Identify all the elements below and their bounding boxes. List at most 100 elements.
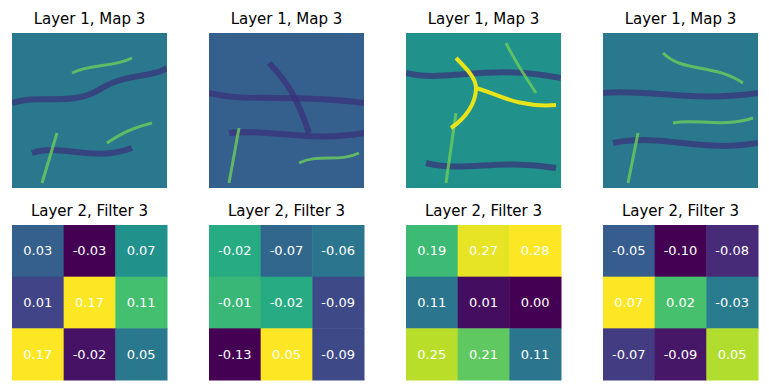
heatmap-cell [458,277,510,329]
cell-label: 0.03 [23,243,52,258]
map-light-texture [72,58,132,73]
heatmap-cell [655,225,707,277]
map-dark-texture [603,92,758,97]
map-light-texture [107,123,152,143]
cell-label: -0.08 [715,243,749,258]
cell-label: 0.21 [469,347,498,362]
map-dark-texture [426,163,556,168]
heatmap-cell [115,277,167,329]
map-dark-texture [269,63,309,133]
cell-label: 0.28 [521,243,550,258]
heatmap-cell [12,225,64,277]
cell-label: -0.07 [612,347,646,362]
cell-label: 0.17 [75,295,104,310]
heatmap-cell [261,225,313,277]
heatmap-cell [312,225,364,277]
heatmap-cell [12,328,64,380]
feature-map [603,33,758,188]
map-dark-texture [406,72,561,78]
map-light-texture [506,43,536,93]
filter-panel: Layer 2, Filter 3-0.05-0.10-0.080.070.02… [603,202,759,381]
filter-panel: Layer 2, Filter 30.03-0.030.070.010.170.… [12,202,168,381]
heatmap-cell [64,328,116,380]
heatmap-cell [115,328,167,380]
heatmap-cell [209,328,261,380]
heatmap-cell [706,328,758,380]
figure: Layer 1, Map 3 Layer 1, Map 3 Layer 1, Map… [0,0,769,392]
cell-label: -0.07 [270,243,304,258]
map-bright-texture [476,88,556,105]
cell-label: -0.09 [321,295,355,310]
heatmap-cell [458,328,510,380]
map-background [12,33,167,188]
map-dark-texture [209,93,364,103]
map-dark-texture [32,148,132,154]
panel-title: Layer 2, Filter 3 [31,202,148,220]
map-light-texture [628,133,638,183]
cell-label: 0.00 [521,295,550,310]
map-light-texture [663,53,743,83]
cell-label: -0.03 [73,243,107,258]
panel-title: Layer 2, Filter 3 [622,202,739,220]
panel-title: Layer 2, Filter 3 [425,202,542,220]
heatmap-cell [509,328,561,380]
map-light-texture [299,153,359,163]
heatmap-cell [209,225,261,277]
cell-label: 0.05 [272,347,301,362]
cell-label: -0.02 [73,347,107,362]
map-dark-texture [229,132,364,137]
cell-label: 0.11 [521,347,550,362]
heatmap-cell [115,225,167,277]
heatmap-cell [655,328,707,380]
heatmap-cell [12,277,64,329]
heatmap-cell [458,225,510,277]
map-light-texture [229,128,239,183]
cell-label: 0.02 [666,295,695,310]
feature-map-panel: Layer 1, Map 3 [406,10,561,188]
heatmap-cell [603,328,655,380]
cell-label: -0.05 [612,243,646,258]
cell-label: 0.05 [718,347,747,362]
heatmap-cell [706,277,758,329]
feature-map-panel: Layer 1, Map 3 [209,10,364,188]
filter-panel: Layer 2, Filter 30.190.270.280.110.010.0… [406,202,562,381]
cell-label: 0.17 [23,347,52,362]
cell-label: -0.10 [664,243,698,258]
heatmap-cell [64,225,116,277]
panel-title: Layer 1, Map 3 [34,10,146,28]
heatmap-cell [209,277,261,329]
heatmap-cell [603,277,655,329]
heatmap-cell [406,328,458,380]
map-background [603,33,758,188]
cell-label: -0.09 [321,347,355,362]
map-dark-texture [12,68,167,103]
cell-label: 0.11 [127,295,156,310]
heatmap-cell [406,225,458,277]
heatmap-cell [603,225,655,277]
cell-label: 0.01 [469,295,498,310]
feature-map [209,33,364,188]
map-light-texture [673,118,753,123]
cell-label: 0.07 [127,243,156,258]
panel-title: Layer 1, Map 3 [428,10,540,28]
panel-title: Layer 1, Map 3 [231,10,343,28]
cell-label: -0.03 [715,295,749,310]
map-bright-texture [451,58,476,128]
heatmap-cell [312,328,364,380]
heatmap-cell [261,328,313,380]
feature-map [406,33,561,188]
heatmap-cell [312,277,364,329]
cell-label: -0.13 [218,347,252,362]
cell-label: 0.25 [417,347,446,362]
feature-map [12,33,167,188]
cell-label: -0.01 [218,295,252,310]
heatmap-cell [64,277,116,329]
cell-label: 0.11 [417,295,446,310]
cell-label: 0.05 [127,347,156,362]
map-background [406,33,561,188]
panel-title: Layer 2, Filter 3 [228,202,345,220]
cell-label: -0.02 [218,243,252,258]
heatmap-cell [655,277,707,329]
cell-label: 0.19 [417,243,446,258]
panel-title: Layer 1, Map 3 [625,10,737,28]
